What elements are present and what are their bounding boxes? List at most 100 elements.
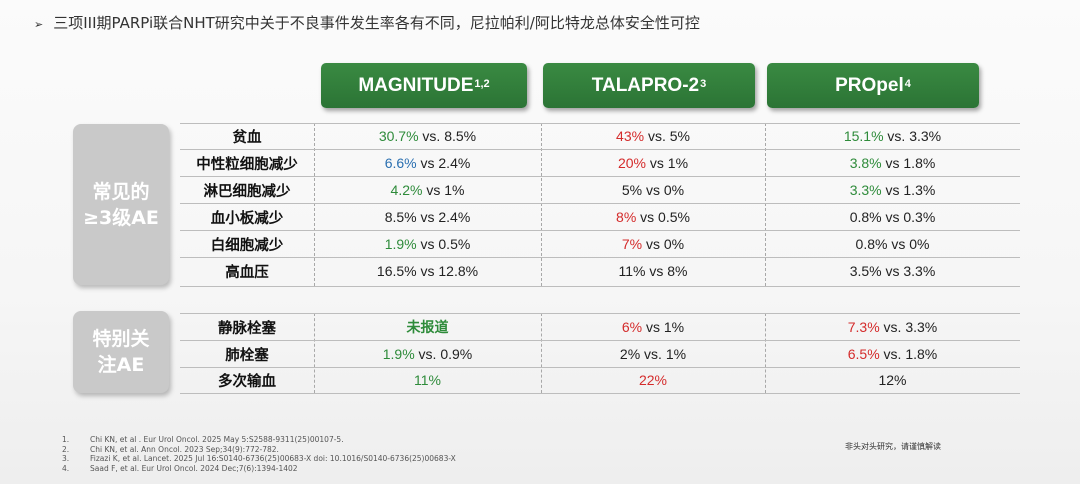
highlight-value: 6.6% [384, 155, 417, 171]
comparison-value: vs 2.4% [416, 155, 471, 171]
table-rule [180, 123, 1020, 124]
table-rule [180, 340, 1020, 341]
highlight-value: 3.8% [849, 155, 882, 171]
table-cell: 11% vs 8% [541, 263, 765, 279]
column-header-ref: 1,2 [474, 77, 490, 90]
table-rule [180, 313, 1020, 314]
comparison-value: vs. 1.8% [879, 346, 938, 362]
table-row: 贫血 30.7% vs. 8.5% 43% vs. 5% 15.1% vs. 3.3% [180, 123, 1020, 149]
comparison-value: vs 1.8% [881, 155, 936, 171]
disclaimer: 非头对头研究，请谨慎解读 [845, 442, 941, 451]
comparison-value: 12% [878, 372, 907, 388]
row-label: 静脉栓塞 [218, 320, 276, 337]
column-header-propel: PROpel 4 [767, 63, 979, 108]
table-cell: 7.3% vs. 3.3% [765, 319, 1020, 335]
table-cell: 43% vs. 5% [541, 128, 765, 144]
badge-line: ≥3级AE [83, 206, 159, 229]
column-divider [314, 313, 315, 393]
table-cell: 3.5% vs 3.3% [765, 263, 1020, 279]
footnote: 3. Fizazi K, et al. Lancet. 2025 Jul 16:S… [62, 454, 456, 464]
comparison-value: vs. 3.3% [883, 128, 942, 144]
comparison-value: vs 1% [642, 319, 685, 335]
badge-line: 特别关 [92, 328, 150, 350]
footnotes: 1. Chi KN, et al . Eur Urol Oncol. 2025 M… [62, 435, 456, 473]
row-label: 中性粒细胞减少 [196, 156, 298, 173]
section-badge-special-ae: 特别关注AE [73, 311, 169, 393]
comparison-value: 3.5% vs 3.3% [849, 263, 936, 279]
footnote-text: Fizazi K, et al. Lancet. 2025 Jul 16:S01… [90, 454, 456, 464]
badge-line: 常见的 [92, 180, 150, 203]
column-header-magnitude: MAGNITUDE 1,2 [321, 63, 527, 108]
table-rule [180, 286, 1020, 287]
highlight-value: 1.9% [384, 236, 417, 252]
comparison-value: 5% vs 0% [621, 182, 685, 198]
highlight-value: 3.3% [849, 182, 882, 198]
highlight-value: 7% [621, 236, 643, 252]
table-row: 淋巴细胞减少 4.2% vs 1% 5% vs 0% 3.3% vs 1.3% [180, 177, 1020, 203]
column-header-talapro2: TALAPRO-2 3 [543, 63, 755, 108]
table-rule [180, 393, 1020, 394]
comparison-value: vs 0.5% [636, 209, 690, 225]
comparison-value: vs 1% [646, 155, 689, 171]
column-divider [541, 313, 542, 393]
highlight-value: 7.3% [847, 319, 880, 335]
table-rule [180, 367, 1020, 368]
section-badge-common-ae: 常见的 ≥3级AE [73, 124, 169, 285]
comparison-value: 8.5% vs 2.4% [384, 209, 471, 225]
arrow-bullet-icon: ➢ [34, 18, 44, 31]
table-cell: 0.8% vs 0.3% [765, 209, 1020, 225]
comparison-value: vs 0.5% [416, 236, 471, 252]
table-cell: 12% [765, 372, 1020, 388]
table-cell: 3.8% vs 1.8% [765, 155, 1020, 171]
column-divider [541, 123, 542, 286]
highlight-value: 15.1% [843, 128, 884, 144]
comparison-value: vs. 3.3% [879, 319, 938, 335]
column-header-ref: 3 [700, 77, 707, 90]
table-cell: 1.9% vs. 0.9% [314, 346, 541, 362]
comparison-value: vs. 5% [644, 128, 690, 144]
comparison-value: 16.5% vs 12.8% [376, 263, 479, 279]
headline-text: 三项III期PARPi联合NHT研究中关于不良事件发生率各有不同，尼拉帕利/阿比… [53, 14, 700, 32]
row-label: 白细胞减少 [210, 237, 284, 254]
highlight-value: 6% [621, 319, 643, 335]
comparison-value: vs 1.3% [881, 182, 936, 198]
badge-line: 注AE [97, 354, 145, 376]
table-cell: 3.3% vs 1.3% [765, 182, 1020, 198]
table-cell: 20% vs 1% [541, 155, 765, 171]
table-rule [180, 257, 1020, 258]
comparison-value: 2% vs. 1% [619, 346, 687, 362]
table-row: 白细胞减少 1.9% vs 0.5% 7% vs 0% 0.8% vs 0% [180, 231, 1020, 257]
highlight-value: 22% [638, 372, 668, 388]
table-cell: 15.1% vs. 3.3% [765, 128, 1020, 144]
row-label: 多次输血 [218, 373, 276, 390]
footnote: 2. Chi KN, et al. Ann Oncol. 2023 Sep;34(… [62, 445, 456, 455]
table-rule [180, 149, 1020, 150]
comparison-value: vs. 8.5% [418, 128, 477, 144]
footnote-number: 3. [62, 454, 70, 464]
row-label: 血小板减少 [210, 210, 284, 227]
row-label: 肺栓塞 [225, 347, 269, 364]
slide-headline: ➢ 三项III期PARPi联合NHT研究中关于不良事件发生率各有不同，尼拉帕利/阿… [34, 12, 700, 33]
table-cell: 8% vs 0.5% [541, 209, 765, 225]
table-rule [180, 176, 1020, 177]
table-cell: 4.2% vs 1% [314, 182, 541, 198]
table-cell: 5% vs 0% [541, 182, 765, 198]
highlight-value: 11% [414, 372, 441, 388]
column-header-name: PROpel [835, 74, 904, 96]
footnote-text: Chi KN, et al . Eur Urol Oncol. 2025 May… [90, 435, 344, 444]
highlight-value: 未报道 [406, 319, 449, 335]
table-row: 静脉栓塞 未报道 6% vs 1% 7.3% vs. 3.3% [180, 314, 1020, 340]
footnote: 4. Saad F, et al. Eur Urol Oncol. 2024 De… [62, 464, 456, 474]
footnote-number: 4. [62, 463, 70, 473]
table-cell: 2% vs. 1% [541, 346, 765, 362]
highlight-value: 6.5% [847, 346, 880, 362]
footnote-text: Chi KN, et al. Ann Oncol. 2023 Sep;34(9)… [90, 444, 279, 454]
table-cell: 1.9% vs 0.5% [314, 236, 541, 252]
highlight-value: 30.7% [378, 128, 419, 144]
column-divider [765, 313, 766, 393]
table-cell: 未报道 [314, 317, 541, 337]
footnote-number: 2. [62, 444, 70, 454]
table-cell: 30.7% vs. 8.5% [314, 128, 541, 144]
table-row: 血小板减少 8.5% vs 2.4% 8% vs 0.5% 0.8% vs 0.3% [180, 204, 1020, 230]
highlight-value: 8% [616, 209, 637, 225]
